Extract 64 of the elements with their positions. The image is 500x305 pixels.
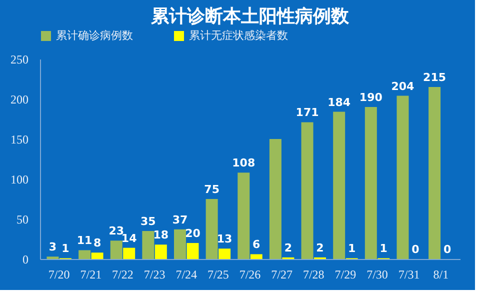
x-tick-label: 7/20 bbox=[48, 268, 70, 282]
data-label: 3 bbox=[48, 240, 57, 254]
bar bbox=[174, 229, 186, 259]
data-label: 8 bbox=[93, 236, 102, 250]
data-label: 2 bbox=[316, 241, 324, 254]
data-label: 1 bbox=[62, 242, 70, 256]
data-label: 0 bbox=[443, 243, 452, 256]
data-label: 190 bbox=[359, 91, 383, 104]
bar bbox=[396, 96, 409, 259]
data-label: 2 bbox=[284, 241, 292, 254]
y-tick-label: 50 bbox=[16, 212, 28, 226]
data-label: 0 bbox=[412, 243, 420, 256]
data-label: 75 bbox=[204, 183, 220, 196]
bar bbox=[91, 252, 104, 259]
bar bbox=[269, 139, 282, 259]
x-tick-label: 7/28 bbox=[302, 268, 324, 282]
bar bbox=[186, 243, 199, 259]
x-tick-label: 7/27 bbox=[271, 268, 292, 282]
bar bbox=[428, 87, 441, 259]
data-label: 108 bbox=[232, 156, 256, 170]
x-tick-label: 7/29 bbox=[334, 268, 356, 282]
bar bbox=[301, 122, 314, 259]
bar bbox=[110, 240, 122, 259]
x-tick-label: 7/30 bbox=[366, 268, 388, 282]
bar bbox=[78, 250, 91, 259]
data-label: 171 bbox=[296, 106, 319, 120]
x-tick-label: 7/23 bbox=[144, 268, 166, 282]
bar bbox=[142, 231, 154, 259]
data-label: 11 bbox=[76, 234, 92, 248]
y-tick-label: 250 bbox=[10, 52, 28, 66]
y-tick-label: 200 bbox=[10, 92, 28, 106]
bar bbox=[206, 199, 218, 259]
x-tick-label: 7/22 bbox=[112, 268, 134, 282]
x-tick-label: 7/25 bbox=[208, 268, 229, 282]
data-label: 1 bbox=[380, 242, 388, 256]
data-label: 13 bbox=[216, 232, 232, 246]
data-label: 184 bbox=[328, 96, 351, 109]
y-tick-label: 0 bbox=[22, 252, 28, 266]
data-label: 37 bbox=[172, 213, 188, 226]
data-label: 18 bbox=[153, 228, 169, 242]
y-tick-label: 100 bbox=[10, 172, 28, 186]
data-label: 1 bbox=[348, 242, 356, 256]
data-label: 6 bbox=[252, 238, 261, 252]
y-tick-label: 150 bbox=[10, 132, 28, 146]
x-tick-label: 7/24 bbox=[176, 268, 198, 282]
legend-label: 累计无症状感染者数 bbox=[189, 29, 288, 42]
bar bbox=[364, 107, 377, 259]
x-tick-label: 8/1 bbox=[433, 268, 449, 282]
bar bbox=[154, 244, 167, 259]
x-tick-label: 7/31 bbox=[398, 268, 420, 282]
data-label: 204 bbox=[391, 80, 415, 93]
x-tick-label: 7/26 bbox=[239, 268, 261, 282]
x-tick-label: 7/21 bbox=[80, 268, 102, 282]
bar bbox=[218, 248, 231, 259]
legend-label: 累计确诊病例数 bbox=[56, 29, 133, 42]
bar bbox=[123, 248, 136, 259]
data-label: 215 bbox=[423, 71, 446, 84]
bar bbox=[238, 172, 250, 259]
bar bbox=[333, 112, 346, 259]
chart-title: 累计诊断本土阳性病例数 bbox=[150, 6, 350, 27]
data-label: 23 bbox=[108, 224, 124, 238]
data-label: 20 bbox=[185, 227, 201, 240]
bar bbox=[250, 254, 262, 259]
data-label: 35 bbox=[140, 215, 156, 228]
